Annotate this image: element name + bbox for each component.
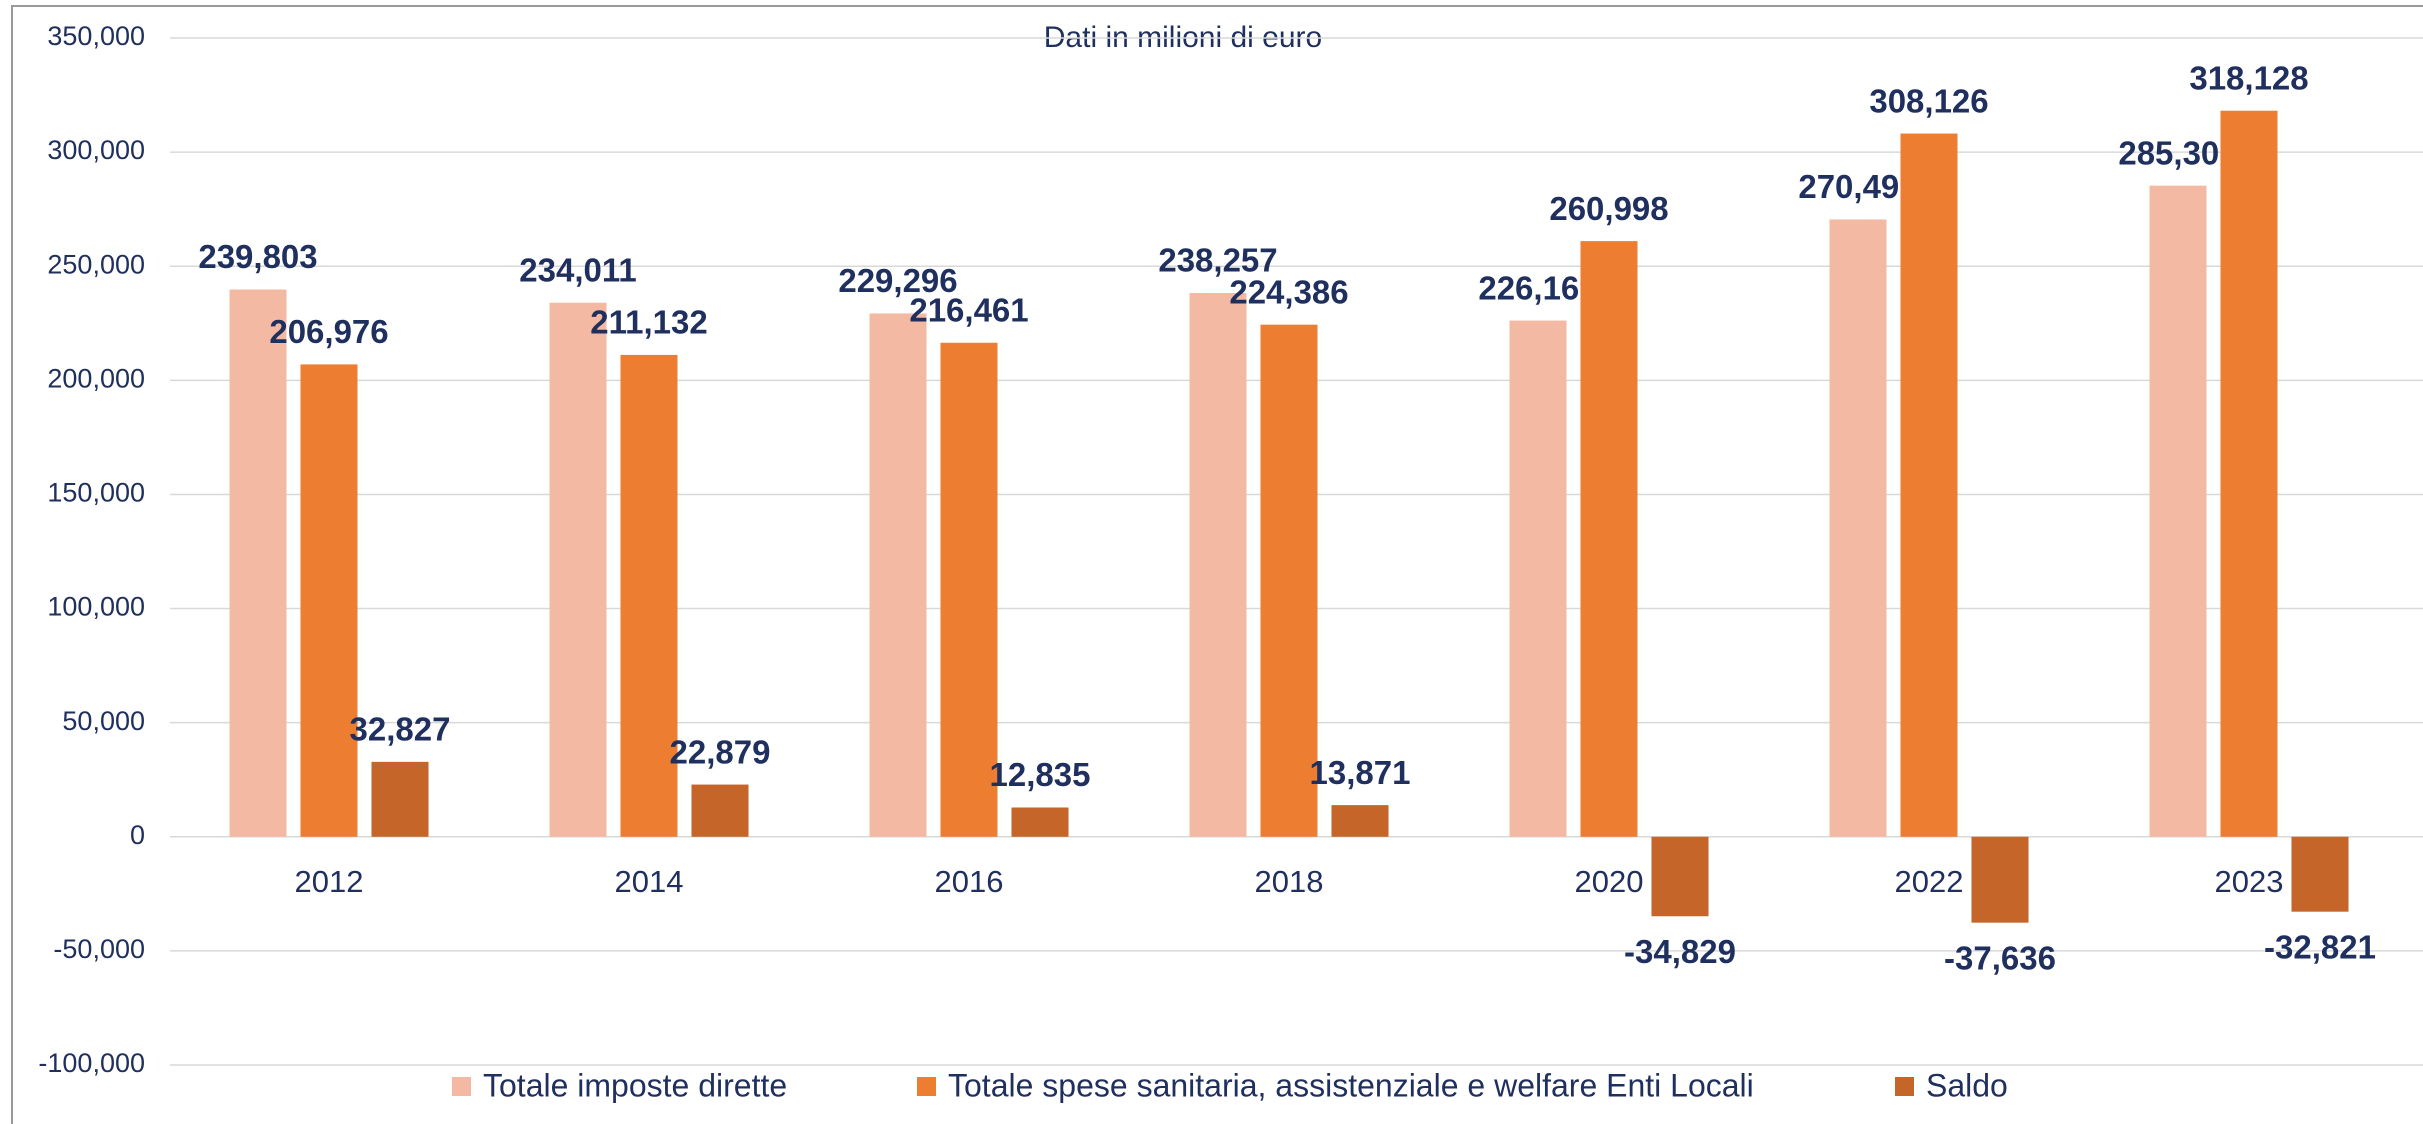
bar [1829, 219, 1887, 837]
data-label: 270,490 [1798, 168, 1917, 205]
y-tick-label: 0 [130, 820, 145, 850]
data-label: 13,871 [1310, 754, 1411, 791]
bar [1331, 805, 1389, 837]
bar [2149, 185, 2207, 837]
bar [2220, 110, 2278, 837]
x-tick-label: 2016 [935, 864, 1004, 899]
bar [1580, 241, 1638, 837]
bar [1971, 836, 2029, 923]
data-label: 285,307 [2118, 134, 2237, 171]
x-tick-label: 2023 [2215, 864, 2284, 899]
y-tick-label: 100,000 [47, 592, 145, 622]
data-label: 216,461 [909, 291, 1028, 328]
y-tick-label: 250,000 [47, 249, 145, 279]
data-label: -32,821 [2264, 928, 2376, 965]
bar [371, 761, 429, 837]
x-tick-label: 2018 [1255, 864, 1324, 899]
frame [11, 5, 2423, 1124]
data-label: -37,636 [1944, 939, 2056, 976]
legend-label: Saldo [1926, 1067, 2008, 1103]
y-tick-label: 50,000 [62, 706, 145, 736]
data-label: 211,132 [590, 304, 707, 341]
bar [1900, 133, 1958, 837]
x-tick-label: 2014 [615, 864, 684, 899]
bar [300, 364, 358, 837]
data-label: 318,128 [2189, 59, 2308, 96]
bar [549, 302, 607, 837]
data-label: 226,169 [1478, 269, 1597, 306]
legend-label: Totale imposte dirette [483, 1067, 787, 1103]
bar [869, 313, 927, 837]
y-tick-label: 200,000 [47, 363, 145, 393]
bar [620, 354, 678, 837]
data-label: 238,257 [1158, 242, 1277, 279]
bar [1260, 324, 1318, 837]
data-label: 260,998 [1549, 190, 1668, 227]
bar [1509, 320, 1567, 837]
y-tick-label: 350,000 [47, 21, 145, 51]
data-label: 234,011 [519, 251, 636, 288]
bar [1651, 836, 1709, 917]
data-label: 32,827 [350, 711, 451, 748]
x-tick-label: 2020 [1575, 864, 1644, 899]
legend-swatch [452, 1077, 471, 1096]
data-label: 224,386 [1229, 273, 1348, 310]
bar [1011, 807, 1069, 837]
data-label: 229,296 [838, 262, 957, 299]
legend-swatch [1895, 1077, 1914, 1096]
data-label: 239,803 [198, 238, 317, 275]
y-tick-label: 150,000 [47, 478, 145, 508]
data-label: 22,879 [670, 733, 771, 770]
bar [691, 784, 749, 837]
y-tick-label: 300,000 [47, 135, 145, 165]
data-label: -34,829 [1624, 933, 1736, 970]
legend-label: Totale spese sanitaria, assistenziale e … [948, 1067, 1754, 1103]
y-tick-label: -100,000 [38, 1048, 145, 1078]
x-tick-label: 2022 [1895, 864, 1964, 899]
y-tick-label: -50,000 [53, 934, 145, 964]
data-label: 308,126 [1869, 82, 1988, 119]
x-tick-label: 2012 [295, 864, 364, 899]
bar [2291, 836, 2349, 912]
bar [229, 289, 287, 837]
legend-swatch [917, 1077, 936, 1096]
bar [940, 342, 998, 837]
bar [1189, 293, 1247, 837]
data-label: 206,976 [269, 313, 388, 350]
data-label: 12,835 [990, 756, 1091, 793]
